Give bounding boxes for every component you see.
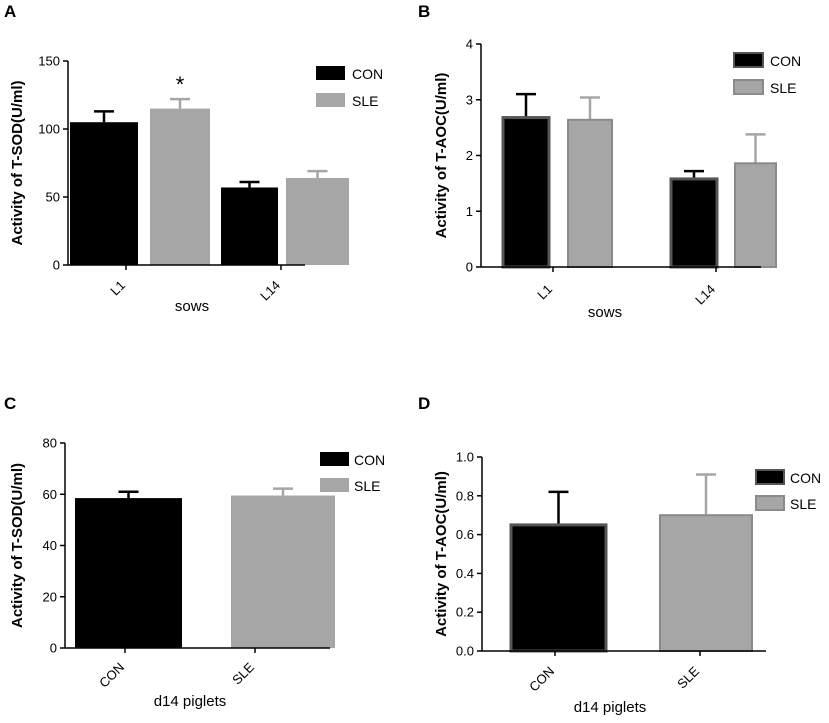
x-axis-label: sows (175, 298, 209, 315)
legend-label-con: CON (352, 66, 383, 82)
bar-con-l1 (70, 122, 138, 265)
legend-swatch-con (733, 52, 764, 68)
y-tick-label: 0.0 (456, 644, 474, 659)
x-tick-label: L1 (534, 282, 555, 303)
x-axis-label: sows (588, 304, 622, 321)
legend-label-sle: SLE (352, 93, 378, 109)
bar-sle-con (231, 495, 335, 648)
legend-swatch-sle (316, 93, 345, 107)
x-tick-label: CON (96, 660, 127, 691)
x-tick-label: SLE (229, 659, 257, 687)
y-tick-label: 4 (466, 37, 473, 52)
legend-swatch-sle (320, 478, 349, 492)
y-tick-label: 80 (43, 436, 57, 451)
y-tick-label: 20 (43, 589, 57, 604)
y-tick-label: 0 (50, 641, 57, 656)
y-tick-label: 3 (466, 92, 473, 107)
y-tick-label: 1.0 (456, 450, 474, 465)
legend-swatch-sle (733, 79, 764, 95)
legend-swatch-con (320, 452, 349, 466)
bar-con-con (509, 523, 608, 653)
x-tick-label: L14 (692, 282, 718, 308)
y-tick-label: 0.4 (456, 566, 474, 581)
bar-sle-l14 (734, 162, 777, 268)
bar-con-con (75, 498, 182, 648)
y-axis-label: Activity of T-AOC(U/ml) (433, 73, 450, 239)
y-tick-label: 2 (466, 148, 473, 163)
bar-sle-l1 (150, 108, 210, 265)
panel-letter: B (418, 2, 430, 21)
y-tick-label: 0 (53, 258, 60, 273)
x-tick-label: L14 (257, 278, 283, 304)
y-tick-label: 150 (38, 54, 60, 69)
legend-label-sle: SLE (770, 80, 796, 96)
x-axis-label: d14 piglets (574, 699, 647, 716)
bar-con-l1 (501, 116, 551, 269)
y-tick-label: 50 (46, 190, 60, 205)
y-tick-label: 0.2 (456, 605, 474, 620)
y-axis-label: Activity of T-SOD(U/ml) (9, 80, 26, 245)
legend-label-sle: SLE (790, 496, 816, 512)
y-tick-label: 0 (466, 260, 473, 275)
y-tick-label: 0.6 (456, 527, 474, 542)
legend-swatch-sle (755, 495, 785, 511)
y-tick-label: 60 (43, 487, 57, 502)
legend-swatch-con (755, 469, 785, 485)
y-tick-label: 40 (43, 538, 57, 553)
x-tick-label: SLE (674, 663, 702, 691)
bar-con-l14 (221, 187, 278, 265)
panel-letter: D (418, 394, 430, 413)
panel-letter: A (4, 2, 16, 21)
bar-sle-con (659, 514, 753, 653)
legend-swatch-con (316, 66, 345, 80)
y-axis-label: Activity of T-AOC(U/ml) (433, 471, 450, 637)
x-tick-label: L1 (107, 278, 128, 299)
y-axis-label: Activity of T-SOD(U/ml) (9, 463, 26, 628)
panel-b: B Activity of T-AOC(U/ml) 0 1 2 3 4 L1 L14 sows CO… (418, 2, 801, 321)
bar-sle-l1 (567, 118, 613, 268)
legend-label-con: CON (790, 470, 821, 486)
significance-mark: * (176, 72, 185, 97)
panel-letter: C (4, 394, 16, 413)
x-axis-label: d14 piglets (154, 693, 227, 710)
y-tick-label: 0.8 (456, 488, 474, 503)
y-tick-label: 1 (466, 204, 473, 219)
bar-con-l14 (669, 177, 719, 269)
bar-sle-l14 (286, 177, 349, 265)
x-tick-label: CON (526, 664, 557, 695)
panel-a: A Activity of T-SOD(U/ml) * 0 50 100 150 L1 L14 s… (4, 2, 383, 315)
y-tick-label: 100 (38, 122, 60, 137)
legend-label-con: CON (770, 53, 801, 69)
legend-label-con: CON (354, 452, 385, 468)
legend-label-sle: SLE (354, 478, 380, 494)
panel-d: D Activity of T-AOC(U/ml) 0.0 0.2 0.4 0.6 0.8 1… (418, 394, 821, 716)
